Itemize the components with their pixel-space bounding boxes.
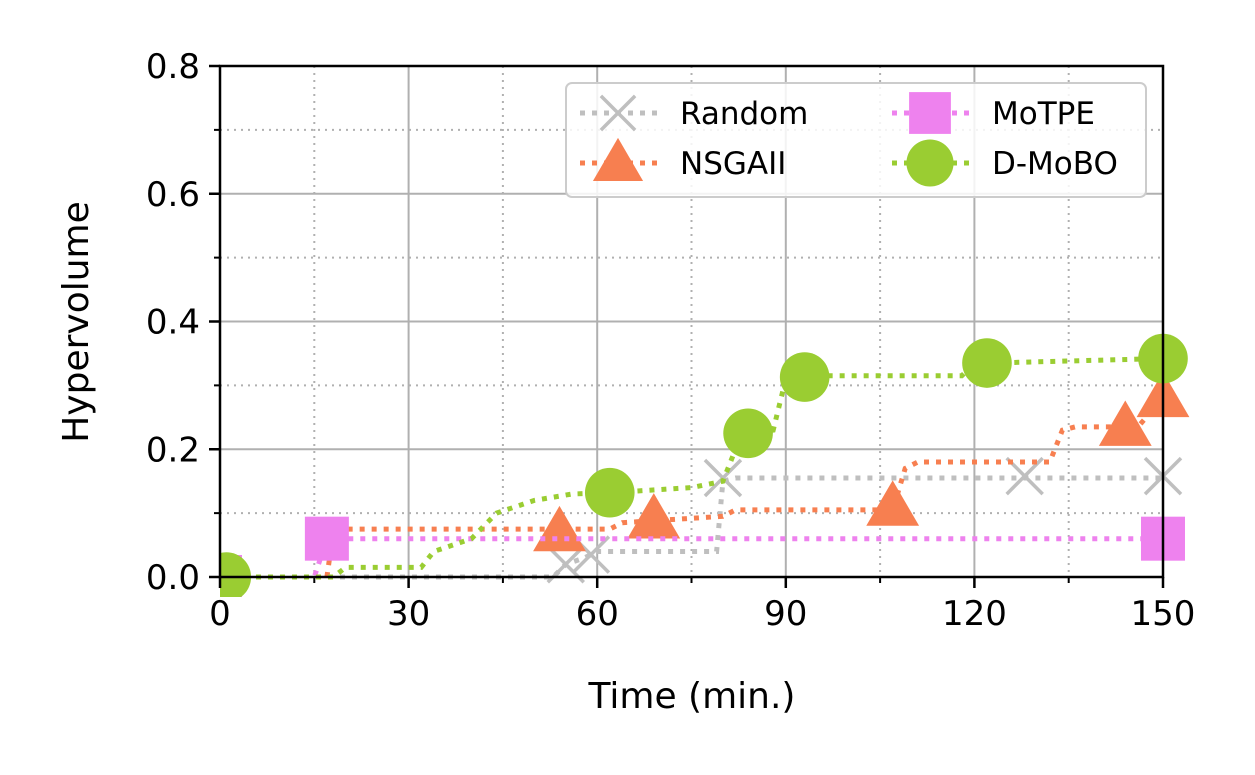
series-nsgaii	[324, 371, 1190, 578]
data-point	[627, 493, 681, 539]
x-tick-label: 60	[576, 594, 619, 634]
x-tick-label: 120	[942, 594, 1007, 634]
x-tick-label: 30	[387, 594, 430, 634]
series-layer	[220, 333, 1190, 597]
x-axis-label: Time (min.)	[588, 676, 796, 717]
data-point	[866, 480, 920, 526]
series-line	[220, 356, 1164, 580]
x-tick-label: 90	[764, 594, 807, 634]
y-tick-label: 0.8	[146, 47, 200, 87]
data-point	[220, 552, 252, 597]
legend-item-nsgaii: NSGAII	[580, 137, 786, 182]
legend-item-motpe: MoTPE	[892, 92, 1095, 134]
legend-item-d-mobo: D-MoBO	[892, 139, 1118, 187]
legend-label: D-MoBO	[992, 146, 1118, 182]
data-point	[533, 505, 586, 552]
data-point	[962, 338, 1012, 388]
series-d-mobo	[220, 333, 1188, 597]
data-point	[1098, 400, 1152, 446]
data-point	[906, 139, 954, 187]
legend-label: MoTPE	[992, 96, 1095, 132]
legend-item-random: Random	[580, 94, 808, 132]
series-line	[324, 396, 1165, 578]
data-point-stroke	[703, 458, 743, 498]
legend-label: NSGAII	[680, 146, 786, 182]
legend-box	[565, 82, 1147, 198]
data-point-stroke	[599, 94, 637, 132]
legend-label: Random	[680, 96, 808, 132]
series-random	[220, 456, 1183, 584]
data-point	[723, 408, 773, 459]
data-point	[779, 352, 830, 402]
axes: 0 30 60 90 120 150 0.0 0.2 0.4 0.6 0.8	[146, 47, 1196, 634]
data-point-stroke	[571, 535, 611, 574]
data-point	[592, 137, 644, 182]
data-point	[703, 458, 743, 498]
y-axis-label: Hypervolume	[56, 201, 97, 443]
y-tick-label: 0.4	[146, 303, 200, 343]
data-point	[304, 516, 349, 561]
series-line	[220, 536, 1163, 580]
x-tick-label: 0	[209, 594, 231, 634]
y-tick-label: 0.0	[146, 558, 200, 598]
data-point	[909, 92, 951, 134]
y-tick-label: 0.6	[146, 175, 200, 215]
legend: Random NSGAII MoTPE D-MoBO	[565, 82, 1147, 198]
y-tick-label: 0.2	[146, 430, 200, 470]
data-point	[599, 94, 637, 132]
x-tick-label: 150	[1131, 594, 1196, 634]
data-point	[584, 467, 635, 518]
